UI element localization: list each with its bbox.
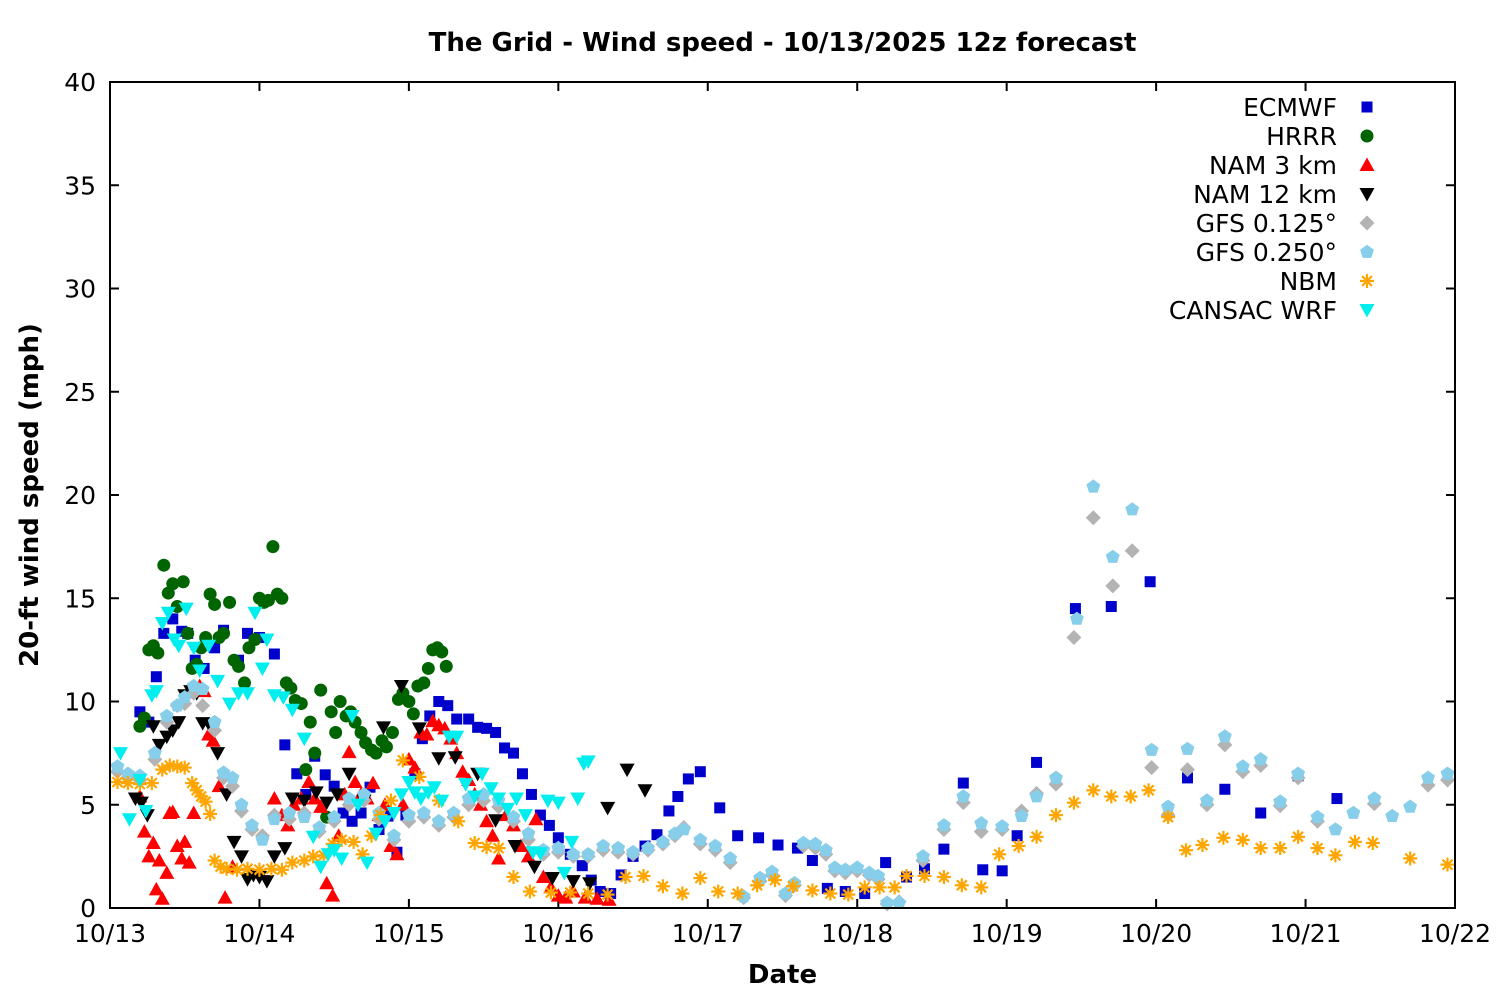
legend-marker-hrrr	[1360, 129, 1374, 143]
svg-text:10/19: 10/19	[971, 919, 1043, 948]
legend-marker-gfs-0-250	[1360, 244, 1374, 258]
svg-text:15: 15	[64, 584, 96, 613]
legend-item-nam-3-km: NAM 3 km	[1209, 151, 1375, 180]
svg-text:10/13: 10/13	[74, 919, 146, 948]
legend-item-cansac-wrf: CANSAC WRF	[1169, 296, 1375, 325]
y-axis-label: 20-ft wind speed (mph)	[15, 323, 45, 667]
series-gfs-0-250	[110, 479, 1455, 909]
legend-marker-nam-12-km	[1359, 188, 1375, 202]
y-tick-labels: 0 5 10 15 20 25 30 35 40	[64, 68, 96, 923]
legend-item-nbm: NBM	[1280, 267, 1374, 296]
svg-text:10/17: 10/17	[672, 919, 744, 948]
x-axis-label: Date	[747, 960, 818, 990]
svg-text:35: 35	[64, 171, 96, 200]
legend-label-nam-12-km: NAM 12 km	[1193, 180, 1337, 209]
series-hrrr	[133, 540, 453, 824]
legend-item-hrrr: HRRR	[1266, 122, 1374, 151]
legend-label-gfs-0-125: GFS 0.125°	[1196, 209, 1337, 238]
series-ecmwf	[134, 576, 1343, 900]
svg-text:10: 10	[64, 688, 96, 717]
legend-label-cansac-wrf: CANSAC WRF	[1169, 296, 1337, 325]
svg-text:0: 0	[80, 894, 96, 923]
svg-text:10/15: 10/15	[373, 919, 445, 948]
legend-label-nam-3-km: NAM 3 km	[1209, 151, 1337, 180]
legend-item-gfs-0-125: GFS 0.125°	[1196, 209, 1375, 238]
svg-text:25: 25	[64, 378, 96, 407]
legend-marker-cansac-wrf	[1359, 304, 1375, 318]
legend-marker-gfs-0-125	[1359, 215, 1375, 231]
series-gfs-0-125	[109, 510, 1456, 912]
legend-label-ecmwf: ECMWF	[1243, 93, 1337, 122]
svg-text:10/22: 10/22	[1419, 919, 1491, 948]
svg-text:40: 40	[64, 68, 96, 97]
legend-item-ecmwf: ECMWF	[1243, 93, 1373, 122]
svg-text:10/18: 10/18	[821, 919, 893, 948]
svg-text:5: 5	[80, 791, 96, 820]
series-cansac-wrf	[112, 602, 596, 881]
legend-marker-nam-3-km	[1359, 157, 1375, 171]
svg-text:10/20: 10/20	[1120, 919, 1192, 948]
legend-marker-ecmwf	[1361, 101, 1373, 113]
svg-text:10/14: 10/14	[223, 919, 295, 948]
legend-label-gfs-0-250: GFS 0.250°	[1196, 238, 1337, 267]
legend-item-gfs-0-250: GFS 0.250°	[1196, 238, 1374, 267]
legend-marker-nbm	[1360, 274, 1374, 288]
x-tick-labels: 10/13 10/14 10/15 10/16 10/17 10/18 10/19 10/20…	[74, 919, 1491, 948]
plot-border	[109, 81, 1456, 909]
legend-label-nbm: NBM	[1280, 267, 1337, 296]
svg-text:10/16: 10/16	[522, 919, 594, 948]
legend-item-nam-12-km: NAM 12 km	[1193, 180, 1375, 209]
chart-title: The Grid - Wind speed - 10/13/2025 12z f…	[428, 28, 1137, 58]
svg-text:20: 20	[64, 481, 96, 510]
svg-text:10/21: 10/21	[1270, 919, 1342, 948]
svg-text:30: 30	[64, 275, 96, 304]
series-nbm	[110, 753, 1455, 902]
legend-label-hrrr: HRRR	[1266, 122, 1337, 151]
